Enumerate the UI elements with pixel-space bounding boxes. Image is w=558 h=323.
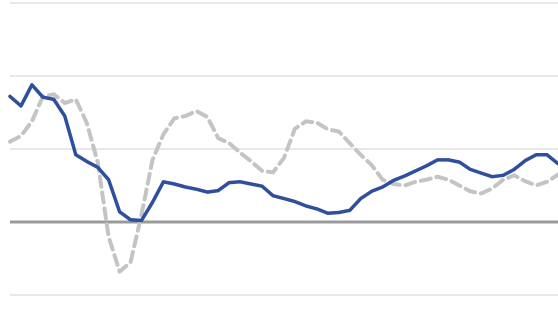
series-lines [8,83,558,274]
series-line-blue-solid [8,83,558,223]
series-line-grey-dashed [8,92,558,274]
gridlines [10,2,558,296]
